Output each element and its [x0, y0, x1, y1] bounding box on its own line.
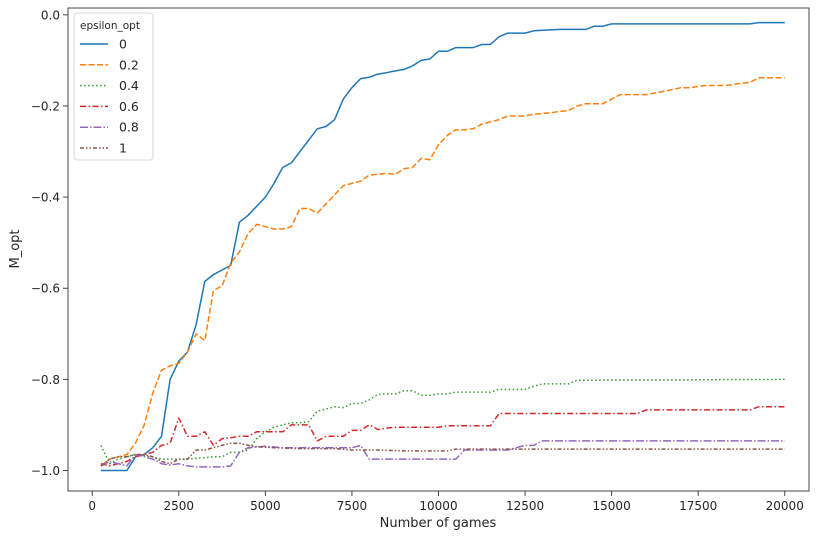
x-tick-label: 10000	[419, 499, 457, 513]
legend-entry-label: 0.2	[119, 57, 139, 72]
legend-title: epsilon_opt	[80, 20, 140, 32]
y-axis-label: M_opt	[8, 229, 23, 268]
y-tick-label: −1.0	[31, 464, 60, 478]
x-tick-label: 20000	[766, 499, 804, 513]
x-axis-label: Number of games	[380, 516, 497, 531]
x-tick-label: 2500	[164, 499, 195, 513]
series-line-5	[100, 442, 785, 467]
series-line-3	[100, 405, 785, 467]
y-tick-label: −0.8	[31, 373, 60, 387]
legend-entry-label: 0.4	[119, 78, 139, 93]
x-tick-label: 15000	[593, 499, 631, 513]
legend-box	[73, 12, 154, 161]
x-tick-label: 17500	[679, 499, 717, 513]
legend-entry-label: 1	[119, 141, 127, 156]
series-layer	[100, 21, 785, 472]
legend-entry-label: 0	[119, 37, 127, 52]
series-line-1	[100, 76, 785, 467]
legend: epsilon_opt 0 0.2 0.4 0.6 0.8 1	[73, 12, 154, 161]
x-tick-label: 7500	[337, 499, 368, 513]
y-axis: −1.0 −0.8 −0.6 −0.4 −0.2 0.0	[31, 8, 68, 478]
y-tick-label: −0.4	[31, 191, 60, 205]
y-tick-label: −0.6	[31, 282, 60, 296]
x-tick-label: 12500	[506, 499, 544, 513]
legend-entry-label: 0.6	[119, 99, 139, 114]
x-axis: 0 2500 5000 7500 10000 12500 15000 17500 20000	[88, 491, 804, 513]
x-tick-label: 0	[88, 499, 96, 513]
y-tick-label: −0.2	[31, 99, 60, 113]
y-tick-label: 0.0	[41, 8, 60, 22]
x-tick-label: 5000	[250, 499, 281, 513]
legend-entry-label: 0.8	[119, 120, 139, 135]
